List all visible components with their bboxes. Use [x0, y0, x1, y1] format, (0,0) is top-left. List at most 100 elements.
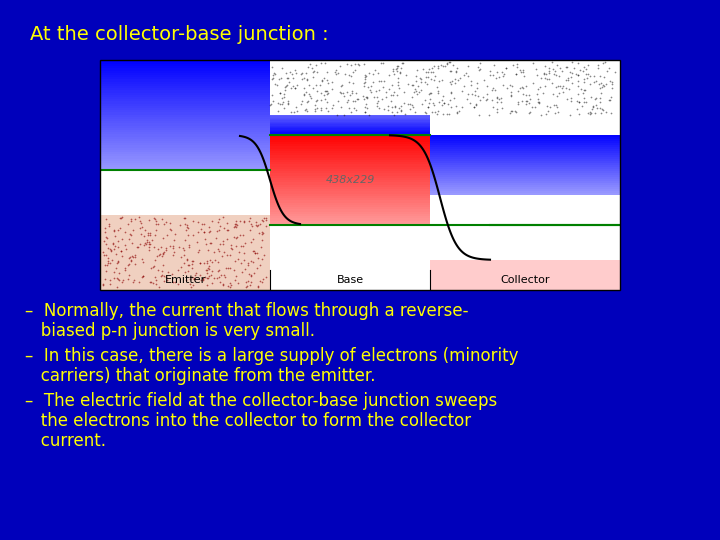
Point	[244, 214, 256, 222]
Bar	[100, 104, 270, 106]
Point	[167, 251, 179, 259]
Point	[393, 84, 405, 92]
Point	[505, 91, 517, 99]
Point	[146, 236, 158, 245]
Point	[593, 80, 605, 89]
Point	[511, 59, 523, 68]
Point	[298, 90, 310, 98]
Bar	[270, 132, 430, 134]
Point	[533, 98, 544, 106]
Bar	[430, 160, 620, 163]
Point	[211, 273, 222, 282]
Point	[539, 73, 551, 82]
Bar	[430, 151, 620, 153]
Point	[590, 93, 601, 102]
Point	[372, 98, 383, 107]
Point	[129, 259, 140, 268]
Point	[447, 60, 459, 69]
Text: Emitter: Emitter	[164, 275, 206, 285]
Point	[359, 108, 371, 117]
Point	[243, 216, 255, 225]
Point	[134, 216, 145, 225]
Point	[346, 87, 358, 96]
Point	[535, 111, 546, 119]
Point	[239, 218, 251, 226]
Point	[179, 214, 190, 222]
Point	[609, 68, 621, 76]
Bar	[270, 206, 430, 209]
Point	[161, 231, 173, 239]
Point	[130, 252, 141, 261]
Point	[217, 240, 229, 248]
Point	[442, 99, 454, 108]
Bar	[270, 129, 430, 131]
Point	[186, 264, 198, 273]
Point	[194, 246, 205, 254]
Point	[186, 257, 198, 266]
Point	[410, 87, 421, 96]
Point	[548, 101, 559, 110]
Point	[127, 252, 138, 260]
Point	[221, 234, 233, 243]
Point	[466, 89, 477, 98]
Point	[251, 222, 262, 231]
Point	[137, 258, 148, 266]
Point	[201, 266, 212, 274]
Point	[123, 235, 135, 244]
Point	[564, 110, 575, 119]
Point	[238, 242, 249, 251]
Point	[392, 74, 404, 83]
Point	[514, 83, 526, 92]
Bar	[270, 118, 430, 120]
Point	[520, 82, 531, 91]
Point	[120, 241, 131, 249]
Point	[127, 253, 139, 261]
Point	[395, 106, 407, 115]
Point	[230, 257, 241, 266]
Point	[132, 242, 143, 251]
Point	[228, 233, 240, 242]
Point	[420, 96, 431, 104]
Point	[361, 92, 373, 101]
Point	[122, 220, 134, 229]
Point	[274, 99, 286, 108]
Point	[517, 68, 528, 76]
Point	[101, 240, 112, 248]
Bar	[100, 62, 270, 64]
Point	[419, 77, 431, 86]
Point	[512, 99, 523, 108]
Point	[97, 281, 109, 289]
Point	[407, 100, 418, 109]
Point	[528, 79, 539, 87]
Text: At the collector-base junction :: At the collector-base junction :	[30, 25, 328, 44]
Point	[286, 70, 297, 79]
Point	[222, 218, 233, 227]
Point	[341, 87, 353, 96]
Text: Base: Base	[336, 275, 364, 285]
Point	[133, 278, 145, 287]
Point	[165, 242, 176, 251]
Point	[375, 59, 387, 68]
Point	[549, 66, 561, 75]
Point	[518, 71, 530, 80]
Point	[268, 71, 279, 79]
Point	[175, 253, 186, 261]
Point	[144, 229, 156, 238]
Bar	[270, 198, 430, 200]
Point	[381, 92, 392, 101]
Bar	[270, 195, 430, 198]
Bar	[100, 88, 270, 91]
Point	[543, 69, 554, 77]
Point	[272, 99, 284, 107]
Point	[179, 214, 191, 222]
Point	[487, 96, 498, 104]
Point	[125, 253, 136, 262]
Bar	[270, 120, 430, 122]
Point	[411, 65, 423, 74]
Point	[105, 246, 117, 254]
Point	[420, 73, 432, 82]
Point	[143, 240, 155, 248]
Point	[509, 106, 521, 115]
Point	[426, 107, 438, 116]
Point	[191, 238, 202, 246]
